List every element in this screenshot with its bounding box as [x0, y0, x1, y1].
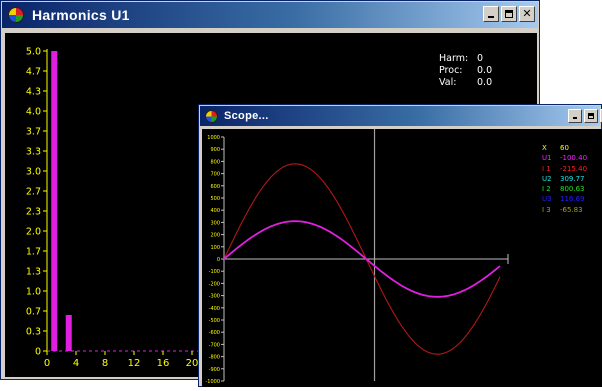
scope-readout-label: U2: [542, 174, 552, 183]
proc-value: 0.0: [477, 65, 493, 76]
y-tick-label: 3.7: [26, 127, 41, 138]
maximize-button[interactable]: [584, 109, 598, 123]
scope-y-tick-label: -1000: [205, 379, 220, 385]
y-tick-label: 3.0: [26, 167, 41, 178]
scope-readout-value: 116.69: [560, 195, 585, 204]
val-value: 0.0: [477, 77, 493, 88]
y-tick-label: 2.3: [26, 207, 41, 218]
scope-waveform-chart: 10009008007006005004003002001000-100-200…: [205, 129, 509, 385]
val-label: Val:: [439, 77, 457, 88]
harmonics-readout: Harm: 0 Proc: 0.0 Val: 0.0: [439, 53, 492, 89]
y-tick-label: 1.0: [26, 287, 41, 298]
scope-readout-row: U3 116.69: [542, 194, 587, 204]
close-button[interactable]: ✕: [600, 109, 602, 123]
y-tick-label: 0.3: [26, 327, 41, 338]
scope-readout-row: I 2 800.63: [542, 184, 587, 194]
window-title: Harmonics U1: [32, 7, 130, 23]
scope-readout-row: I 3 -65.83: [542, 205, 587, 215]
harmonics-titlebar[interactable]: Harmonics U1 ✕: [2, 2, 538, 28]
scope-y-tick-label: -500: [209, 318, 220, 324]
y-tick-label: 0.7: [26, 307, 41, 318]
scope-readout-value: 60: [560, 144, 569, 152]
minimize-icon: [488, 16, 494, 18]
scope-waveform-series: [223, 220, 501, 298]
harm-value: 0: [477, 53, 484, 64]
minimize-button[interactable]: [568, 109, 582, 123]
scope-titlebar[interactable]: Scope... ✕: [200, 106, 602, 126]
y-tick-label: 4.0: [26, 107, 41, 118]
scope-readout-value: 309.77: [560, 174, 585, 183]
x-tick-label: 20: [186, 358, 199, 369]
scope-y-tick-label: 900: [210, 147, 220, 153]
scope-readout-label: U3: [542, 195, 552, 204]
y-tick-label: 4.3: [26, 87, 41, 98]
scope-readout-row: U2 309.77: [542, 174, 587, 184]
scope-readout-value: 800.63: [560, 185, 585, 194]
y-tick-label: 5.0: [26, 47, 41, 58]
scope-y-tick-label: -700: [209, 342, 220, 348]
scope-y-tick-label: 200: [210, 233, 220, 239]
app-color-wheel-icon[interactable]: [205, 109, 218, 123]
minimize-button[interactable]: [483, 6, 499, 22]
scope-y-tick-label: 500: [210, 196, 220, 202]
proc-label: Proc:: [439, 65, 463, 76]
scope-y-tick-label: 1000: [207, 135, 220, 141]
x-tick-label: 8: [102, 358, 108, 369]
scope-y-tick-label: -600: [209, 330, 220, 336]
scope-readout-label: I 2: [542, 185, 551, 194]
y-tick-label: 0: [35, 347, 41, 358]
maximize-icon: [588, 113, 594, 119]
window-title: Scope...: [224, 110, 269, 122]
harmonic-bar[interactable]: [51, 51, 58, 351]
scope-readout: X 60 U1 -100.40 I 1 -215.40 U2 309.77 I 2 800.63 U…: [542, 143, 587, 215]
scope-y-tick-label: 400: [210, 208, 220, 214]
scope-plot-area[interactable]: 1000 900 800 700 600 500 400 300 200 100 0 -100 -200…: [202, 129, 602, 387]
scope-readout-label: U1: [542, 154, 552, 163]
scope-y-tick-label: -900: [209, 367, 220, 373]
scope-readout-label: I 1: [542, 164, 551, 173]
x-tick-label: 12: [128, 358, 141, 369]
app-color-wheel-icon[interactable]: [8, 7, 24, 23]
proc-row: Proc: 0.0: [439, 65, 492, 77]
harm-row: Harm: 0: [439, 53, 492, 65]
scope-readout-label: I 3: [542, 205, 551, 214]
scope-readout-row: X 60: [542, 143, 587, 153]
y-tick-label: 1.3: [26, 267, 41, 278]
scope-y-tick-label: 700: [210, 172, 220, 178]
scope-y-tick-label: 600: [210, 184, 220, 190]
scope-y-tick-label: -400: [209, 306, 220, 312]
scope-readout-row: I 1 -215.40: [542, 164, 587, 174]
y-tick-label: 2.7: [26, 187, 41, 198]
scope-readout-value: -215.40: [560, 164, 588, 173]
scope-y-tick-label: 300: [210, 220, 220, 226]
x-tick-label: 4: [73, 358, 79, 369]
val-row: Val: 0.0: [439, 77, 492, 89]
scope-window: Scope... ✕ 10009008007006005004003002001…: [198, 104, 602, 387]
y-tick-label: 1.7: [26, 247, 41, 258]
scope-y-tick-label: 100: [210, 245, 220, 251]
maximize-icon: [505, 10, 513, 18]
scope-y-tick-label: 800: [210, 159, 220, 165]
scope-y-tick-label: -800: [209, 355, 220, 361]
close-icon: ✕: [522, 7, 532, 20]
y-tick-label: 4.7: [26, 67, 41, 78]
y-tick-label: 3.3: [26, 147, 41, 158]
y-tick-label: 2.0: [26, 227, 41, 238]
harm-label: Harm:: [439, 53, 469, 64]
scope-y-tick-label: -100: [209, 269, 220, 275]
close-button[interactable]: ✕: [519, 6, 535, 22]
scope-readout-value: -65.83: [560, 205, 583, 214]
x-tick-label: 16: [157, 358, 170, 369]
scope-y-tick-label: -200: [209, 281, 220, 287]
scope-y-tick-label: -300: [209, 294, 220, 300]
scope-y-tick-label: 0: [217, 257, 220, 263]
harmonic-bar[interactable]: [65, 315, 72, 351]
scope-readout-row: U1 -100.40: [542, 153, 587, 163]
scope-readout-label: X: [542, 144, 547, 152]
scope-readout-value: -100.40: [560, 154, 588, 163]
scope-waveform-series: [223, 163, 501, 355]
maximize-button[interactable]: [501, 6, 517, 22]
x-tick-label: 0: [44, 358, 50, 369]
minimize-icon: [573, 117, 577, 119]
